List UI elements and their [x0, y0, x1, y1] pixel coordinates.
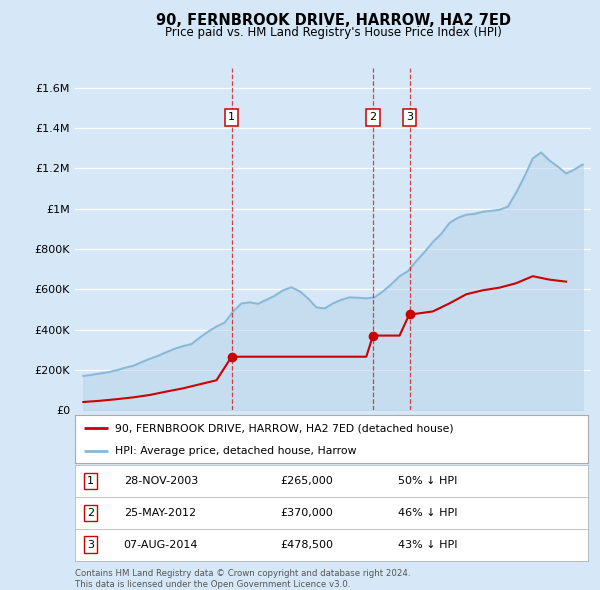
Text: 50% ↓ HPI: 50% ↓ HPI — [398, 476, 458, 486]
Text: 07-AUG-2014: 07-AUG-2014 — [124, 540, 198, 549]
Text: Contains HM Land Registry data © Crown copyright and database right 2024.
This d: Contains HM Land Registry data © Crown c… — [75, 569, 410, 589]
Text: £265,000: £265,000 — [280, 476, 333, 486]
Text: Price paid vs. HM Land Registry's House Price Index (HPI): Price paid vs. HM Land Registry's House … — [164, 26, 502, 39]
Text: 2: 2 — [87, 508, 94, 517]
Text: 3: 3 — [406, 113, 413, 123]
Text: 3: 3 — [87, 540, 94, 549]
Text: 46% ↓ HPI: 46% ↓ HPI — [398, 508, 458, 517]
Text: 28-NOV-2003: 28-NOV-2003 — [124, 476, 198, 486]
Text: 1: 1 — [87, 476, 94, 486]
Text: £478,500: £478,500 — [280, 540, 333, 549]
Text: 2: 2 — [370, 113, 377, 123]
Text: 43% ↓ HPI: 43% ↓ HPI — [398, 540, 458, 549]
Text: 90, FERNBROOK DRIVE, HARROW, HA2 7ED: 90, FERNBROOK DRIVE, HARROW, HA2 7ED — [155, 13, 511, 28]
Text: 1: 1 — [228, 113, 235, 123]
Text: 25-MAY-2012: 25-MAY-2012 — [124, 508, 196, 517]
Text: HPI: Average price, detached house, Harrow: HPI: Average price, detached house, Harr… — [115, 446, 356, 456]
Text: £370,000: £370,000 — [280, 508, 333, 517]
Text: 90, FERNBROOK DRIVE, HARROW, HA2 7ED (detached house): 90, FERNBROOK DRIVE, HARROW, HA2 7ED (de… — [115, 423, 454, 433]
